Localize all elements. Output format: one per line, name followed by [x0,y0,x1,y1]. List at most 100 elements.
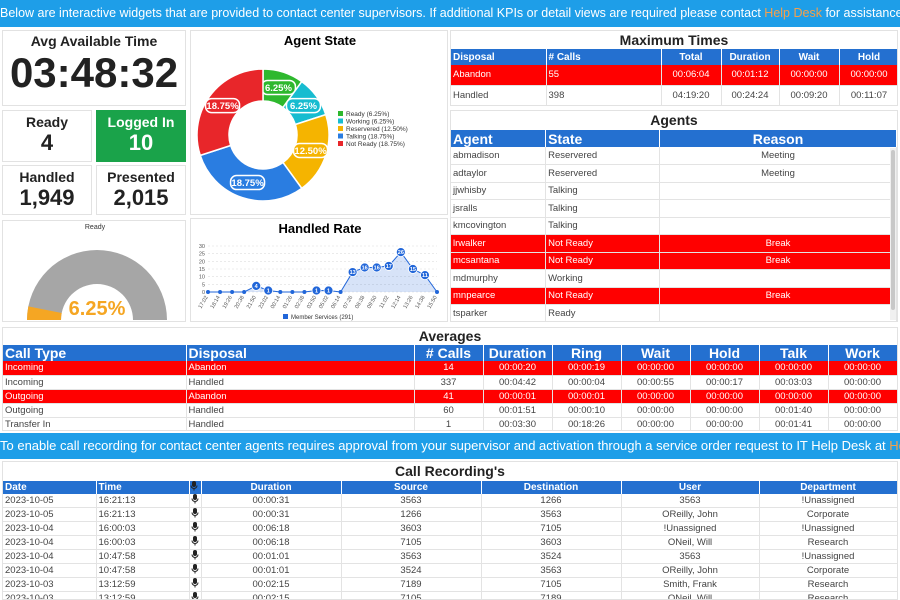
table-cell: 00:00:00 [690,361,760,376]
table-row: Incoming Handled 337 00:04:42 00:00:04 00:00:… [3,375,897,390]
table-cell: Abandon [186,361,415,376]
table-cell: 2023-10-04 [3,549,97,564]
slice-label: 18.75% [231,178,264,189]
table-cell: Incoming [3,375,187,390]
kpi-presented: Presented 2,015 [96,165,186,215]
column-header: User [621,481,760,494]
table-row: 2023-10-04 16:00:03 00:06:18 3603 7105 !Unass… [3,521,897,536]
table-cell: Handled [451,85,547,105]
table-cell: 41 [414,389,484,404]
table-cell: 2023-10-04 [3,563,97,578]
table-cell: mnpearce [451,287,547,305]
table-cell: 00:00:10 [552,403,622,418]
table-cell: 00:00:00 [828,375,897,390]
table-cell: 04:19:20 [661,85,722,105]
x-tick-label: 14:38 [415,295,427,310]
table-cell: 00:01:12 [721,65,780,86]
table-cell: tsparker [451,304,547,321]
data-table: Agent State Reason abmadison Reservered Meeti… [451,130,897,321]
table-cell: 2023-10-03 [3,577,97,592]
kpi-logged-in: Logged In 10 [96,110,186,162]
table-cell: OReilly, John [621,563,760,578]
column-header: Work [828,345,897,361]
legend-label: Ready (6.25%) [346,111,389,118]
table-cell: Abandon [451,65,547,86]
x-tick-label: 09:50 [366,295,378,310]
info-banner: Below are interactive widgets that are p… [0,0,900,27]
table-row: 2023-10-05 16:21:13 00:00:31 1266 3563 OReill… [3,507,897,522]
help-desk-link[interactable]: Help Desk [764,6,822,20]
x-tick-label: 18:14 [210,295,222,310]
slice-label: 18.75% [206,101,239,112]
banner-text: Below are interactive widgets that are p… [0,6,765,20]
point [278,290,283,294]
legend-label: Reservered (12.50%) [346,126,408,133]
mic-icon [189,591,202,599]
table-cell: OReilly, John [621,507,760,522]
table-cell: 3563 [621,549,760,564]
table-cell: Reservered [545,147,660,165]
table-cell: Outgoing [3,389,187,404]
column-header: # Calls [546,49,662,65]
kpi-label: Presented [107,169,175,185]
gauge-track [27,250,167,320]
help-desk-link[interactable]: Help Desk. [889,438,900,453]
chart-title: Handled Rate [278,221,361,236]
table-cell: adtaylor [451,164,547,183]
point [302,290,307,294]
point [263,285,274,296]
table-cell: 1266 [341,507,482,522]
table-cell: 7105 [341,535,482,550]
table-title: Averages [418,328,482,344]
table-row: 2023-10-05 16:21:13 00:00:31 3563 1266 3563 !U… [3,494,897,508]
table-cell: !Unassigned [621,521,760,536]
table-cell: 00:00:00 [690,417,760,430]
table-cell: !Unassigned [759,494,897,508]
point [311,285,322,296]
table-row: mcsantana Not Ready Break [451,252,897,270]
table-cell: 00:06:18 [201,535,342,550]
table-row: 2023-10-04 10:47:58 00:01:01 3524 3563 OReill… [3,563,897,578]
table-cell: ONeil, Will [621,535,760,550]
mic-icon [189,481,202,494]
table-cell: 7105 [481,577,622,592]
table-cell: 00:01:51 [483,403,553,418]
table-cell: 00:01:01 [201,563,342,578]
table-cell: 3603 [481,535,622,550]
table-cell: !Unassigned [759,521,897,536]
point-label: 1 [315,288,318,294]
table-cell: 00:18:26 [552,417,622,430]
point-label: 4 [255,284,259,290]
table-cell: 00:00:01 [483,389,553,404]
table-row: kmcovington Talking [451,217,897,235]
x-tick-label: 01:26 [282,295,294,310]
banner-text: for assistance. [821,6,900,20]
table-cell: 00:00:04 [552,375,622,390]
table-cell: 3563 [481,507,622,522]
table-cell: 00:03:30 [483,417,553,430]
kpi-value: 03:48:32 [9,49,179,96]
kpi-label: Ready [25,114,69,130]
table-cell: Incoming [3,361,187,376]
kpi-ready: Ready 4 [2,110,92,162]
point [420,270,430,281]
scroll-thumb[interactable] [891,150,895,310]
table-cell: Break [659,252,897,270]
donut-chart: Agent State 6.25% Ready (6.25%) 6.25% Workin… [190,30,448,215]
table-cell: 00:00:00 [828,361,897,376]
gauge-title: Ready [85,224,106,231]
table-cell: jsralls [451,199,547,218]
point [230,290,235,294]
point-label: 11 [422,273,428,279]
point [407,264,418,274]
table-cell: 7189 [341,577,482,592]
x-tick-label: 12:14 [390,295,402,310]
point [218,290,223,294]
scrollbar[interactable] [890,148,896,320]
column-header: Duration [201,481,342,494]
table-cell [659,304,897,321]
table-cell: Not Ready [545,252,660,270]
y-tick-label: 30 [199,244,205,250]
slice-label-box [204,97,241,114]
